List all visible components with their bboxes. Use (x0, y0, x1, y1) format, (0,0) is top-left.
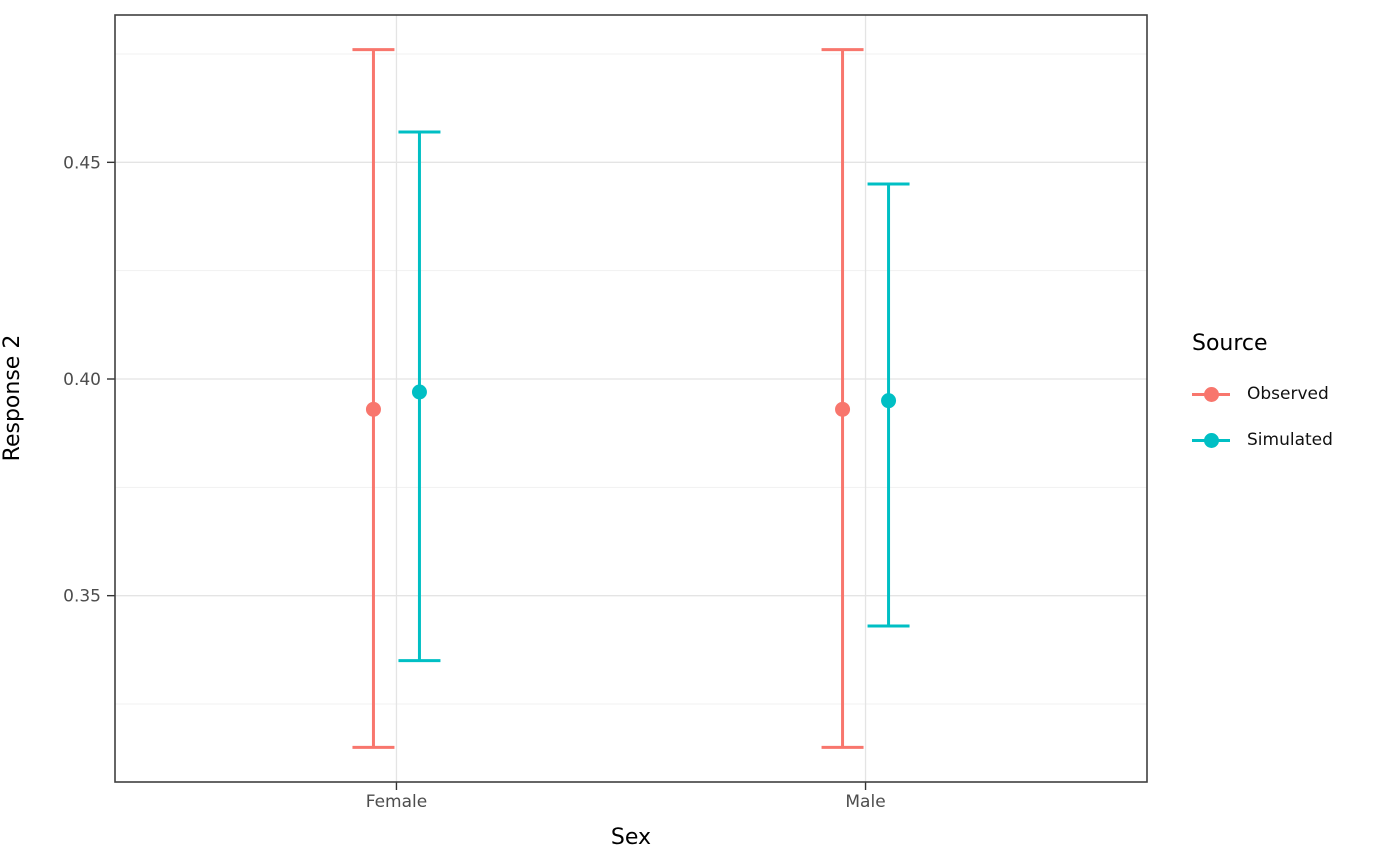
legend-key-simulated-icon (1192, 425, 1230, 455)
legend: Source Observed Simulated (1192, 329, 1333, 471)
legend-item-label: Observed (1247, 384, 1329, 404)
series-observed-point (835, 401, 851, 417)
panel-border (114, 14, 1148, 783)
x-tick-label: Male (845, 792, 885, 812)
y-axis-title-text: Response 2 (0, 334, 25, 462)
legend-item-observed: Observed (1192, 379, 1333, 409)
series-observed-point (365, 401, 381, 417)
y-tick-label: 0.40 (63, 370, 101, 390)
series-simulated-point (411, 384, 427, 400)
legend-key-dot (1203, 386, 1219, 402)
legend-key-dot (1203, 432, 1219, 448)
x-axis-title: Sex (610, 825, 652, 850)
legend-items: Observed Simulated (1192, 379, 1333, 455)
panel-background (115, 15, 1147, 782)
x-tick-label: Female (366, 792, 427, 812)
legend-item-label: Simulated (1247, 430, 1333, 450)
legend-item-simulated: Simulated (1192, 425, 1333, 455)
y-tick-label: 0.45 (63, 153, 101, 173)
series-simulated-point (881, 393, 897, 409)
legend-title: Source (1192, 331, 1268, 356)
legend-key-observed-icon (1192, 379, 1230, 409)
y-tick-label: 0.35 (63, 587, 101, 607)
